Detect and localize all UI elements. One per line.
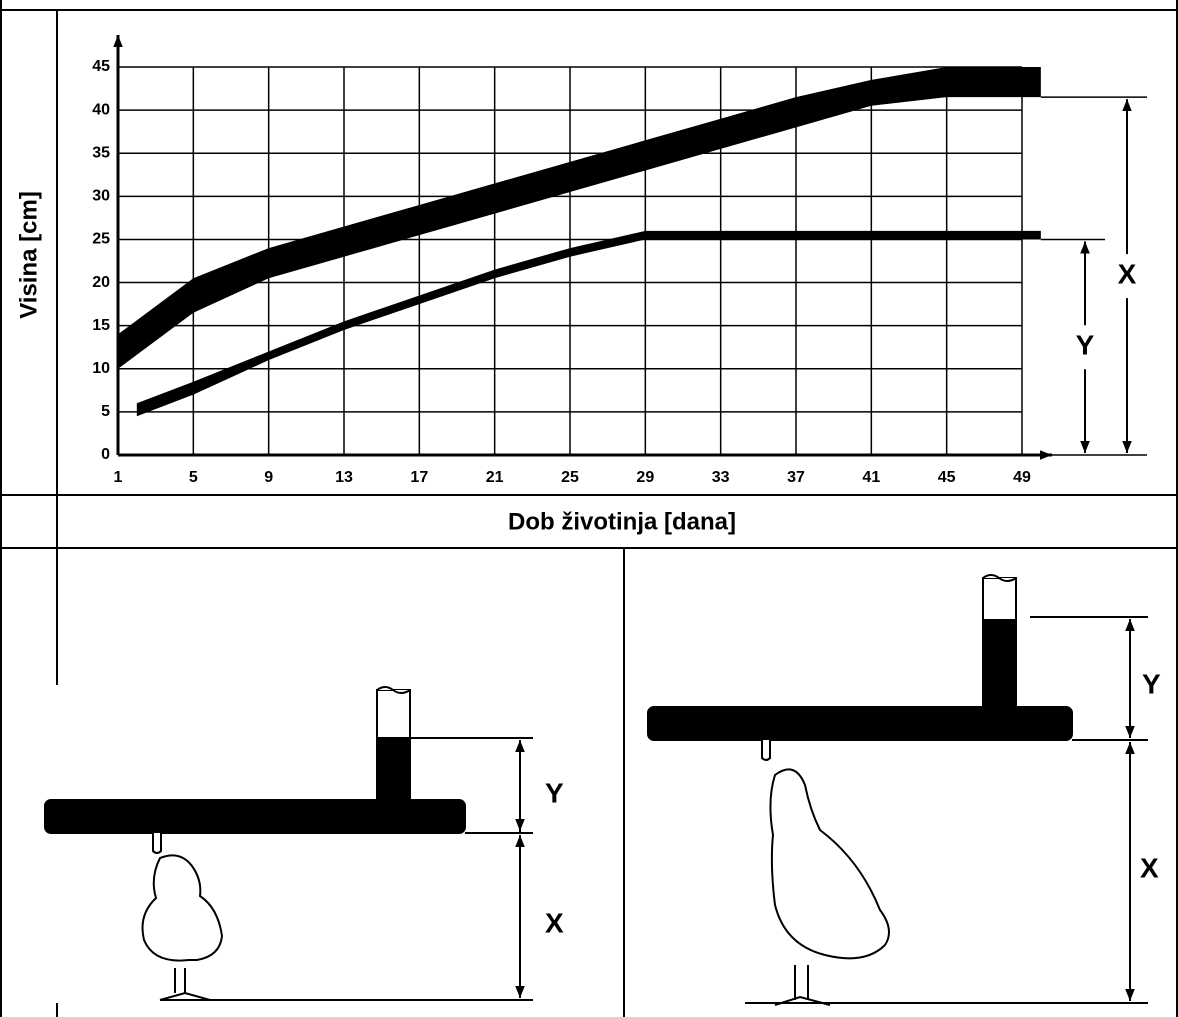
- dimension-label: X: [545, 907, 564, 938]
- dimension-label: Y: [1142, 668, 1161, 699]
- height-band: [118, 67, 1041, 369]
- y-tick-label: 5: [101, 403, 110, 420]
- x-tick-label: 41: [862, 469, 880, 486]
- y-tick-label: 30: [92, 188, 110, 205]
- x-tick-label: 33: [712, 469, 730, 486]
- dimension-label: Y: [545, 777, 564, 808]
- y-tick-label: 0: [101, 446, 110, 463]
- y-axis-label: Visina [cm]: [15, 191, 42, 319]
- adult-illustration: [647, 574, 1148, 1006]
- dimension-label: Y: [1076, 330, 1095, 361]
- y-tick-label: 10: [92, 360, 110, 377]
- y-tick-label: 45: [92, 58, 110, 75]
- x-tick-label: 21: [486, 469, 504, 486]
- y-tick-label: 40: [92, 101, 110, 118]
- y-tick-label: 20: [92, 274, 110, 291]
- dimension-label: X: [1118, 258, 1137, 289]
- x-tick-label: 45: [938, 469, 956, 486]
- y-tick-label: 15: [92, 317, 110, 334]
- x-tick-label: 5: [189, 469, 198, 486]
- x-tick-label: 17: [410, 469, 428, 486]
- x-tick-label: 49: [1013, 469, 1031, 486]
- x-tick-label: 9: [264, 469, 273, 486]
- x-tick-label: 37: [787, 469, 805, 486]
- x-axis-label: Dob životinja [dana]: [508, 508, 736, 535]
- y-tick-label: 35: [92, 144, 110, 161]
- x-tick-label: 13: [335, 469, 353, 486]
- dimension-label: X: [1140, 852, 1159, 883]
- x-tick-label: 29: [636, 469, 654, 486]
- x-tick-label: 1: [114, 469, 123, 486]
- chick-illustration: [44, 686, 533, 1001]
- y-tick-label: 25: [92, 231, 110, 248]
- x-tick-label: 25: [561, 469, 579, 486]
